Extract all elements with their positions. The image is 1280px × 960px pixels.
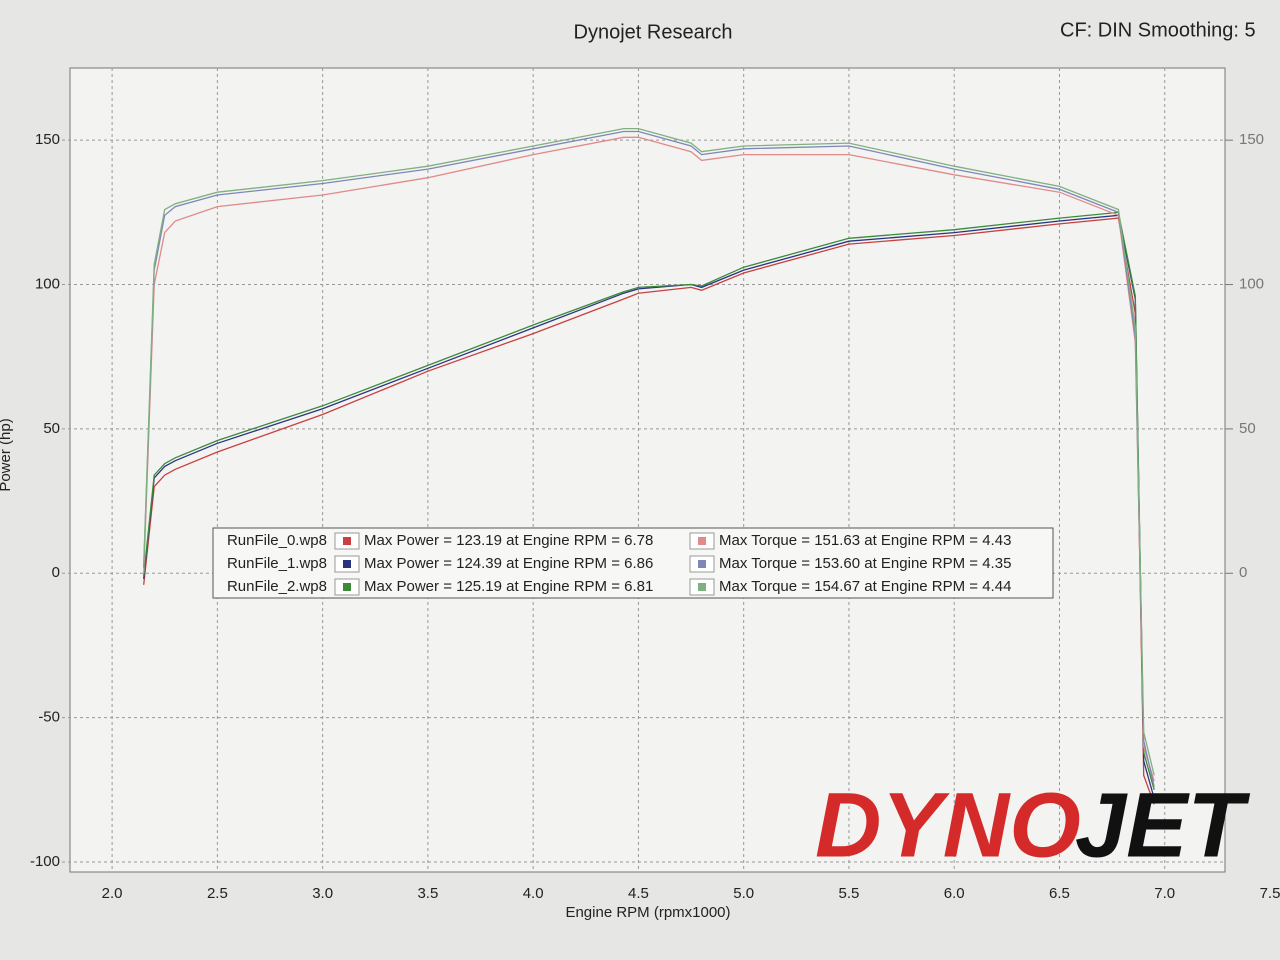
legend-note: Max Power = 125.19 at Engine RPM = 6.81 (364, 578, 653, 595)
x-tick-label: 7.0 (1154, 885, 1175, 902)
y-tick-label: -50 (38, 709, 60, 726)
x-tick-label: 6.5 (1049, 885, 1070, 902)
legend-label: RunFile_2.wp8 (227, 578, 327, 595)
x-tick-label: 3.0 (312, 885, 333, 902)
y-tick-label: 0 (52, 564, 60, 581)
x-tick-label: 5.5 (839, 885, 860, 902)
legend-swatch (343, 583, 351, 591)
series-line (143, 214, 1155, 799)
y-tick-label: 50 (43, 420, 60, 437)
logo-part: DYNO (815, 774, 1081, 876)
x-tick-label: 7.5 (1260, 885, 1280, 902)
series-line (143, 130, 1155, 788)
legend-note: Max Power = 124.39 at Engine RPM = 6.86 (364, 555, 653, 572)
x-axis-label: Engine RPM (rpmx1000) (565, 904, 730, 921)
legend-note: Max Torque = 153.60 at Engine RPM = 4.35 (719, 555, 1011, 572)
x-tick-label: 5.0 (733, 885, 754, 902)
series-lines (143, 127, 1155, 805)
y2-tick-label: 0 (1239, 564, 1247, 581)
legend-label: RunFile_1.wp8 (227, 555, 327, 572)
logo: DYNO JET (815, 774, 1251, 876)
y2-tick-label: 150 (1239, 131, 1264, 148)
series-line (143, 217, 1155, 805)
x-tick-label: 3.5 (417, 885, 438, 902)
series-line (143, 127, 1155, 776)
y-tick-label: 150 (35, 131, 60, 148)
x-tick-label: 2.0 (102, 885, 123, 902)
y-tick-label: -100 (30, 853, 60, 870)
chart-title: Dynojet Research (574, 21, 733, 43)
series-line (143, 211, 1155, 790)
legend-swatch (343, 537, 351, 545)
legend: RunFile_0.wp8 Max Power = 123.19 at Engin… (212, 527, 1054, 599)
x-tick-label: 4.0 (523, 885, 544, 902)
y2-tick-label: 50 (1239, 420, 1256, 437)
x-tick-label: 6.0 (944, 885, 965, 902)
x-tick-label: 4.5 (628, 885, 649, 902)
y2-tick-label: 100 (1239, 276, 1264, 293)
chart-subtitle: CF: DIN Smoothing: 5 (1060, 19, 1256, 41)
plot-area (69, 67, 1226, 873)
legend-swatch (343, 560, 351, 568)
series-line (143, 136, 1155, 782)
y-tick-label: 100 (35, 276, 60, 293)
logo-part: JET (1075, 774, 1251, 876)
y-axis-label: Power (hp) (0, 418, 14, 491)
legend-note: Max Torque = 154.67 at Engine RPM = 4.44 (719, 578, 1011, 595)
legend-note: Max Power = 123.19 at Engine RPM = 6.78 (364, 532, 653, 549)
legend-note: Max Torque = 151.63 at Engine RPM = 4.43 (719, 532, 1011, 549)
legend-swatch (698, 537, 706, 545)
legend-label: RunFile_0.wp8 (227, 532, 327, 549)
x-tick-label: 2.5 (207, 885, 228, 902)
legend-swatch (698, 560, 706, 568)
legend-swatch (698, 583, 706, 591)
